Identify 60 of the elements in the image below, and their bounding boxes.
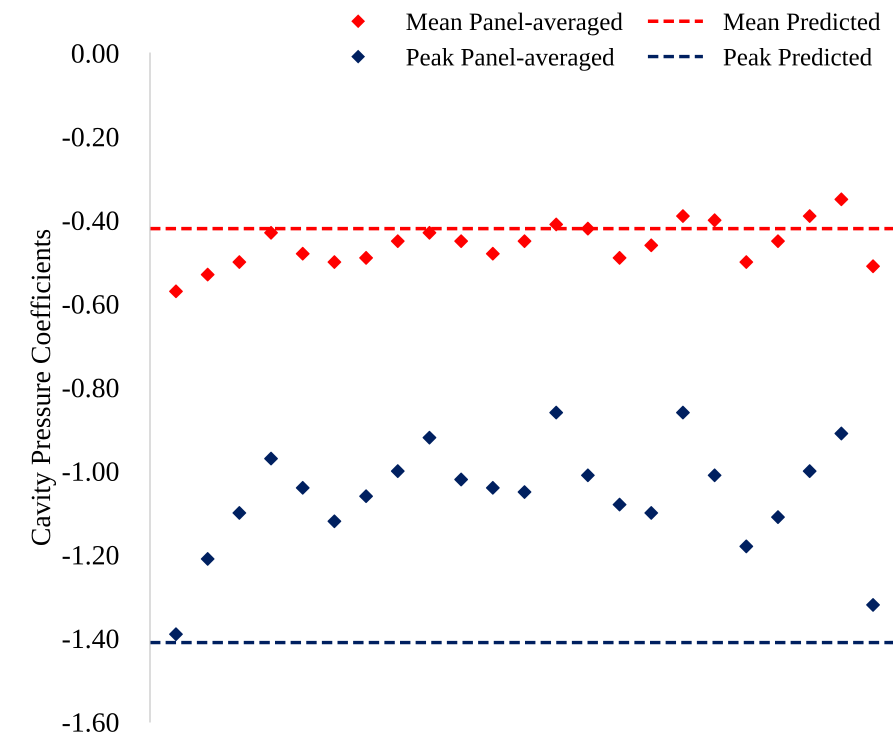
point xyxy=(676,209,690,223)
point xyxy=(834,192,848,206)
point xyxy=(454,472,468,486)
point xyxy=(296,246,310,261)
point xyxy=(802,209,817,223)
point xyxy=(359,489,373,504)
point xyxy=(422,226,436,240)
point xyxy=(739,255,754,269)
point xyxy=(866,598,880,612)
point xyxy=(771,510,785,524)
y-tick-label: -0.80 xyxy=(62,378,118,398)
point xyxy=(644,238,658,252)
point xyxy=(802,464,817,478)
point xyxy=(390,234,405,248)
point xyxy=(644,506,658,520)
point xyxy=(612,498,626,512)
point xyxy=(169,627,183,642)
point xyxy=(676,406,690,420)
point xyxy=(327,255,342,269)
y-tick-label: -1.00 xyxy=(62,462,118,482)
point xyxy=(264,226,278,240)
point xyxy=(390,464,405,478)
point xyxy=(169,284,183,298)
y-tick-label: -0.40 xyxy=(62,211,118,230)
point xyxy=(549,218,564,232)
legend-label: Mean Panel-averaged xyxy=(406,12,623,36)
point xyxy=(359,250,373,265)
point xyxy=(422,430,436,445)
point xyxy=(296,480,310,495)
point xyxy=(232,255,246,269)
point xyxy=(486,246,500,261)
point xyxy=(549,406,564,420)
y-tick-label: -1.60 xyxy=(62,713,118,732)
point xyxy=(518,234,532,248)
point xyxy=(232,506,246,520)
point xyxy=(834,426,848,440)
legend-label: Peak Predicted xyxy=(724,48,872,66)
point xyxy=(866,259,880,274)
point xyxy=(708,468,722,482)
point xyxy=(612,250,626,265)
point xyxy=(708,213,722,228)
y-tick-label: -0.20 xyxy=(62,128,118,147)
point xyxy=(486,480,500,495)
legend-label: Mean Predicted xyxy=(724,12,880,30)
point xyxy=(518,485,532,499)
point xyxy=(454,234,468,248)
y-tick-label: -1.20 xyxy=(62,546,118,565)
y-tick-label: -1.40 xyxy=(62,630,118,648)
point xyxy=(264,452,278,466)
point xyxy=(200,268,215,282)
point xyxy=(327,514,342,528)
y-tick-label: -0.60 xyxy=(62,295,118,314)
legend-label: Peak Panel-averaged xyxy=(406,48,614,71)
y-axis-title: Cavity Pressure Coefficients xyxy=(30,230,56,546)
y-tick-label: 0.00 xyxy=(72,44,118,64)
point xyxy=(580,222,595,236)
point xyxy=(771,234,785,248)
point xyxy=(200,552,215,566)
point xyxy=(580,468,595,482)
point xyxy=(739,539,754,554)
